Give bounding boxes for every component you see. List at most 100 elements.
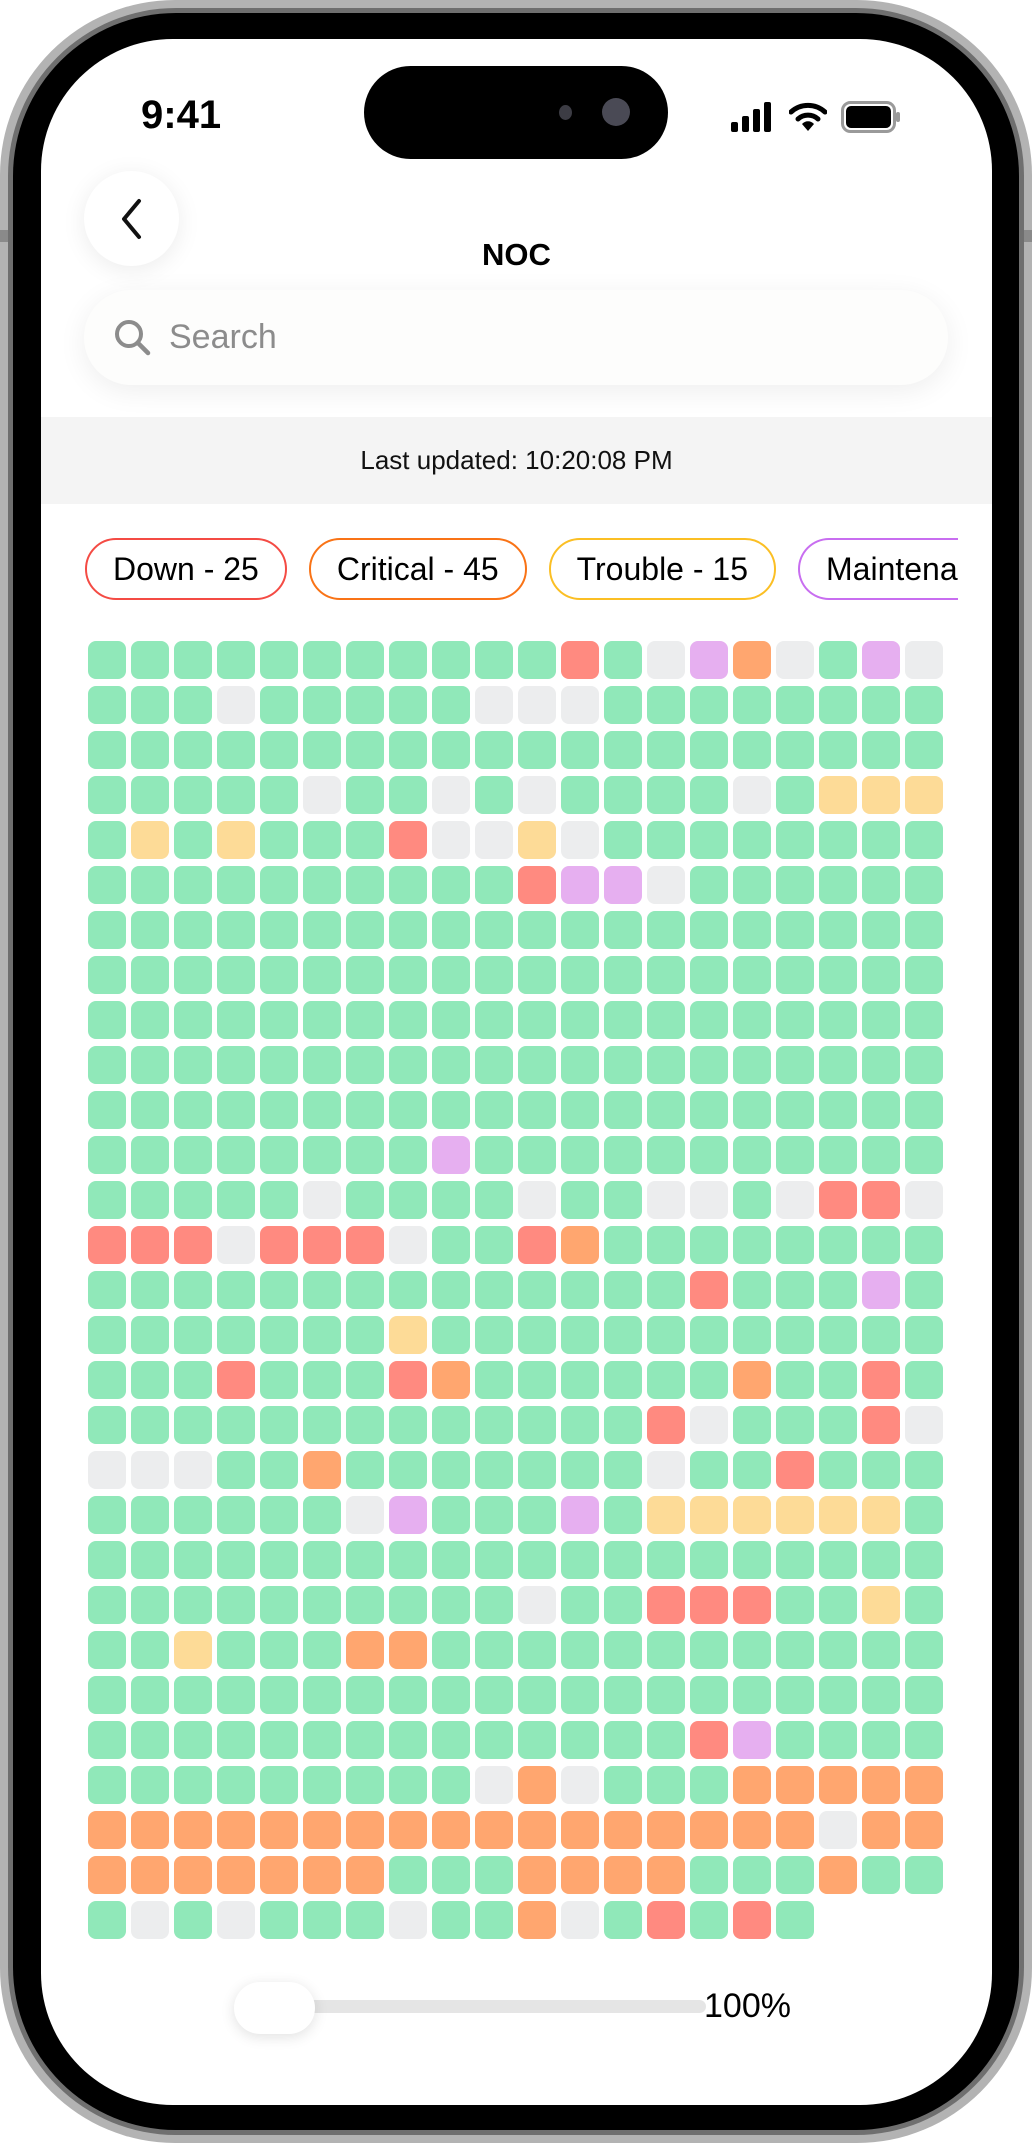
device-cell-up[interactable] — [174, 911, 212, 949]
device-cell-maintenance[interactable] — [862, 641, 900, 679]
device-cell-unknown[interactable] — [647, 1451, 685, 1489]
device-cell-up[interactable] — [260, 1181, 298, 1219]
device-cell-up[interactable] — [561, 911, 599, 949]
device-cell-critical[interactable] — [518, 1766, 556, 1804]
device-cell-up[interactable] — [88, 866, 126, 904]
device-cell-critical[interactable] — [303, 1811, 341, 1849]
device-cell-up[interactable] — [819, 866, 857, 904]
device-cell-trouble[interactable] — [905, 776, 943, 814]
device-cell-up[interactable] — [905, 1046, 943, 1084]
device-cell-up[interactable] — [604, 731, 642, 769]
device-cell-up[interactable] — [346, 1046, 384, 1084]
device-cell-up[interactable] — [174, 956, 212, 994]
device-cell-up[interactable] — [389, 1181, 427, 1219]
device-cell-up[interactable] — [776, 1226, 814, 1264]
device-cell-up[interactable] — [88, 1361, 126, 1399]
device-cell-up[interactable] — [303, 911, 341, 949]
device-cell-up[interactable] — [905, 1361, 943, 1399]
device-cell-up[interactable] — [174, 1136, 212, 1174]
device-cell-unknown[interactable] — [647, 1181, 685, 1219]
device-cell-up[interactable] — [346, 911, 384, 949]
device-cell-up[interactable] — [561, 1676, 599, 1714]
device-cell-up[interactable] — [647, 1676, 685, 1714]
device-cell-up[interactable] — [174, 1901, 212, 1939]
device-cell-down[interactable] — [862, 1361, 900, 1399]
device-cell-critical[interactable] — [862, 1766, 900, 1804]
device-cell-up[interactable] — [475, 1136, 513, 1174]
device-cell-up[interactable] — [260, 1496, 298, 1534]
device-cell-up[interactable] — [475, 1001, 513, 1039]
device-cell-up[interactable] — [819, 1406, 857, 1444]
device-cell-up[interactable] — [389, 911, 427, 949]
device-cell-down[interactable] — [88, 1226, 126, 1264]
device-cell-up[interactable] — [905, 1091, 943, 1129]
device-cell-up[interactable] — [862, 1001, 900, 1039]
device-cell-unknown[interactable] — [518, 1586, 556, 1624]
device-cell-up[interactable] — [303, 1091, 341, 1129]
device-cell-up[interactable] — [174, 1676, 212, 1714]
zoom-slider[interactable] — [234, 1982, 706, 2034]
device-cell-up[interactable] — [432, 1541, 470, 1579]
device-cell-up[interactable] — [131, 1541, 169, 1579]
device-cell-up[interactable] — [346, 731, 384, 769]
device-cell-up[interactable] — [690, 911, 728, 949]
device-cell-up[interactable] — [819, 1136, 857, 1174]
device-cell-trouble[interactable] — [819, 776, 857, 814]
device-cell-up[interactable] — [475, 641, 513, 679]
device-cell-critical[interactable] — [776, 1766, 814, 1804]
device-cell-critical[interactable] — [475, 1811, 513, 1849]
device-cell-down[interactable] — [518, 1226, 556, 1264]
device-cell-up[interactable] — [776, 911, 814, 949]
device-cell-up[interactable] — [217, 641, 255, 679]
device-cell-critical[interactable] — [733, 1361, 771, 1399]
device-cell-up[interactable] — [819, 911, 857, 949]
device-cell-up[interactable] — [432, 1586, 470, 1624]
device-cell-unknown[interactable] — [88, 1451, 126, 1489]
device-cell-up[interactable] — [260, 731, 298, 769]
device-cell-unknown[interactable] — [217, 1226, 255, 1264]
device-cell-up[interactable] — [604, 911, 642, 949]
device-cell-up[interactable] — [346, 1091, 384, 1129]
device-cell-up[interactable] — [217, 776, 255, 814]
device-cell-up[interactable] — [346, 1406, 384, 1444]
device-cell-up[interactable] — [217, 1091, 255, 1129]
device-cell-up[interactable] — [604, 1901, 642, 1939]
device-cell-up[interactable] — [561, 956, 599, 994]
device-cell-up[interactable] — [862, 1676, 900, 1714]
device-cell-up[interactable] — [131, 866, 169, 904]
device-cell-up[interactable] — [131, 1496, 169, 1534]
device-cell-critical[interactable] — [647, 1811, 685, 1849]
device-cell-up[interactable] — [604, 1046, 642, 1084]
device-cell-up[interactable] — [690, 1136, 728, 1174]
device-cell-up[interactable] — [174, 1586, 212, 1624]
device-cell-up[interactable] — [561, 1451, 599, 1489]
device-cell-up[interactable] — [905, 956, 943, 994]
device-cell-up[interactable] — [88, 821, 126, 859]
device-cell-up[interactable] — [88, 1271, 126, 1309]
device-cell-up[interactable] — [260, 1046, 298, 1084]
device-cell-up[interactable] — [733, 956, 771, 994]
device-cell-down[interactable] — [217, 1361, 255, 1399]
device-cell-up[interactable] — [905, 1001, 943, 1039]
device-cell-up[interactable] — [647, 956, 685, 994]
device-cell-up[interactable] — [647, 686, 685, 724]
device-cell-up[interactable] — [88, 1316, 126, 1354]
device-cell-unknown[interactable] — [174, 1451, 212, 1489]
device-cell-up[interactable] — [88, 731, 126, 769]
device-cell-up[interactable] — [303, 1316, 341, 1354]
device-cell-critical[interactable] — [88, 1856, 126, 1894]
device-cell-up[interactable] — [303, 821, 341, 859]
device-cell-up[interactable] — [303, 1361, 341, 1399]
device-cell-up[interactable] — [303, 686, 341, 724]
device-cell-up[interactable] — [131, 1001, 169, 1039]
device-cell-up[interactable] — [432, 1451, 470, 1489]
device-cell-up[interactable] — [733, 1541, 771, 1579]
device-cell-unknown[interactable] — [432, 821, 470, 859]
device-cell-up[interactable] — [475, 1271, 513, 1309]
device-cell-up[interactable] — [346, 1676, 384, 1714]
device-cell-up[interactable] — [905, 1856, 943, 1894]
device-cell-up[interactable] — [561, 1586, 599, 1624]
device-cell-up[interactable] — [475, 1226, 513, 1264]
device-cell-up[interactable] — [776, 821, 814, 859]
device-cell-up[interactable] — [819, 1091, 857, 1129]
